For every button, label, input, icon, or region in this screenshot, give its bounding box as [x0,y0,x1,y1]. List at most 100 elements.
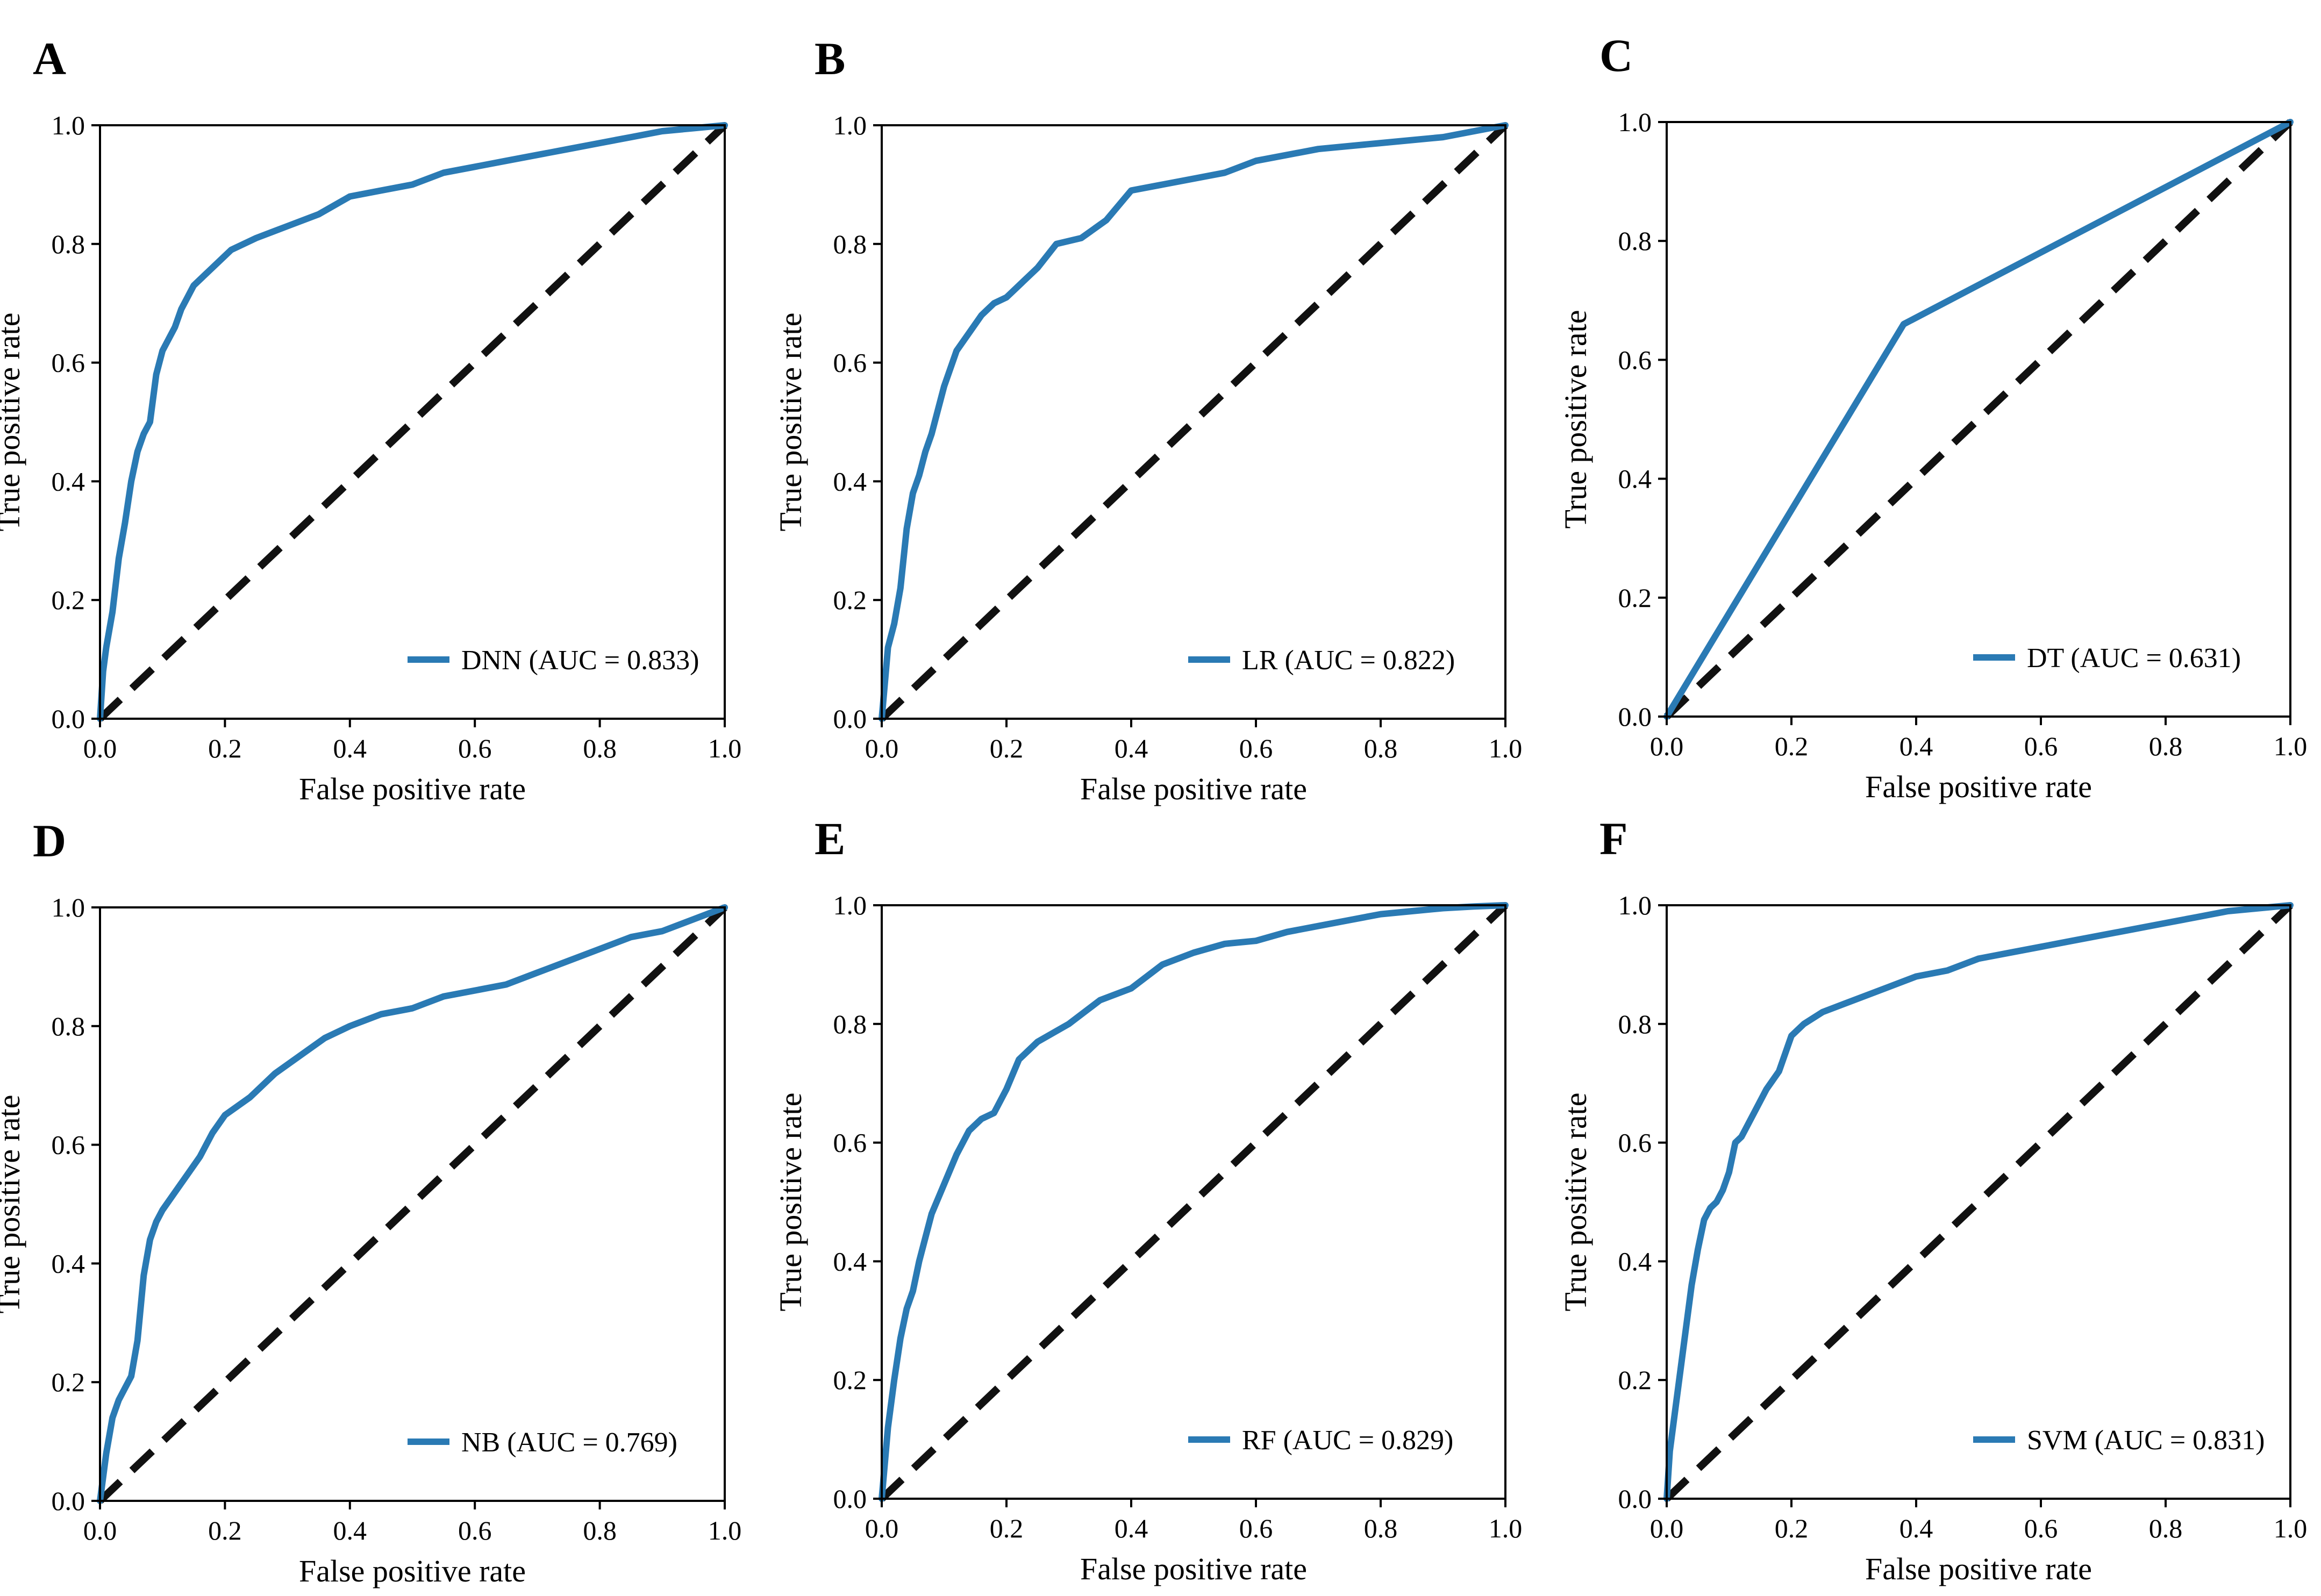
panel-b-chance-line [879,122,1508,722]
panel-a-ytick-label: 1.0 [52,110,85,140]
panel-f-xtick-label: 0.0 [1650,1513,1684,1543]
panel-d-ylabel: True positive rate [0,1094,26,1313]
panel-d-xtick-label: 1.0 [708,1515,742,1545]
panel-b-xtick-label: 0.2 [990,733,1024,763]
panel-b-ytick-label: 0.4 [833,466,867,496]
panel-e-xtick-label: 0.8 [1364,1513,1398,1543]
panel-d-ytick-label: 0.6 [52,1130,85,1160]
panel-e-roc-curve-rf [879,902,1509,1502]
panel-d-chance-line [97,904,727,1504]
panel-a-ylabel: True positive rate [0,312,26,531]
panel-c-ylabel: True positive rate [1558,310,1593,528]
panel-a-legend-label: DNN (AUC = 0.833) [461,645,699,676]
panel-f-letter: F [1599,813,1628,864]
panel-d-ytick-label: 0.8 [52,1011,85,1041]
panel-b-ytick-label: 0.6 [833,348,867,378]
panel-e-xlabel: False positive rate [1080,1551,1307,1586]
panel-b-axes-frame [881,124,1506,720]
panel-e: E 0.0 0.2 0.4 0.6 0.8 1.0 0.0 0.2 0.4 0.6 0.8 1.0 Fal… [773,813,1522,1586]
panel-e-xtick-label: 0.6 [1239,1513,1273,1543]
panel-b-letter: B [815,33,845,84]
panel-b-ylabel: True positive rate [773,312,808,531]
panel-c-xtick-label: 0.4 [1899,731,1933,761]
panel-c-letter: C [1599,30,1633,81]
panel-e-letter: E [815,813,845,864]
panel-a-chance-line [97,122,727,722]
panel-c-legend-label: DT (AUC = 0.631) [2027,643,2241,674]
panel-d-xtick-label: 0.0 [83,1515,117,1545]
panel-f-chance-line [1664,902,2293,1502]
panel-c-ytick-label: 0.6 [1618,345,1652,375]
panel-f-ytick-label: 0.6 [1618,1128,1652,1158]
panel-a-ytick-label: 0.8 [52,229,85,259]
panel-f-xtick-label: 0.8 [2149,1513,2183,1543]
panel-b-xtick-label: 0.4 [1115,733,1148,763]
panel-e-axes-frame [881,904,1506,1500]
panel-c-xtick-label: 0.2 [1775,731,1809,761]
panel-b: B 0.0 0.2 0.4 0.6 0.8 1.0 0.0 0.2 0.4 0.6 0.8 1.0 Fal… [773,33,1522,806]
panel-e-ytick-label: 0.0 [833,1484,867,1514]
panel-e-xtick-label: 0.0 [865,1513,899,1543]
panel-f-ytick-label: 0.2 [1618,1365,1652,1395]
panel-d-ytick-label: 0.4 [52,1248,85,1278]
panel-d-axes-frame [99,906,726,1502]
panel-e-ytick-label: 0.8 [833,1009,867,1039]
panel-d-xlabel: False positive rate [299,1554,526,1588]
panel-f: F 0.0 0.2 0.4 0.6 0.8 1.0 0.0 0.2 0.4 0.6 0.8 1.0 Fal… [1558,813,2307,1586]
panel-e-ytick-label: 1.0 [833,890,867,920]
panel-d-ytick-label: 0.2 [52,1367,85,1397]
panel-c-xtick-label: 1.0 [2274,731,2308,761]
panel-a-letter: A [33,33,66,84]
panel-a-axes-frame [99,124,726,720]
panel-c-roc-curve-dt [1663,119,2294,720]
panel-e-ytick-label: 0.6 [833,1128,867,1158]
panel-a-xtick-label: 0.2 [208,733,242,763]
panel-f-xtick-label: 0.4 [1899,1513,1933,1543]
panel-b-xtick-label: 0.6 [1239,733,1273,763]
panel-c-ytick-label: 0.2 [1618,583,1652,613]
panel-c-ytick-label: 0.8 [1618,226,1652,256]
panel-a-ytick-label: 0.2 [52,585,85,615]
panel-b-legend-label: LR (AUC = 0.822) [1242,645,1455,676]
panel-b-ytick-label: 0.0 [833,704,867,734]
panel-e-ytick-label: 0.2 [833,1365,867,1395]
panel-e-xtick-label: 1.0 [1489,1513,1523,1543]
panel-b-ytick-label: 0.2 [833,585,867,615]
panel-d: D 0.0 0.2 0.4 0.6 0.8 1.0 0.0 0.2 0.4 0.6 0.8 1.0 Fal… [0,815,741,1588]
panel-f-ytick-label: 1.0 [1618,890,1652,920]
panel-d-xtick-label: 0.6 [458,1515,492,1545]
panel-a-xtick-label: 0.0 [83,733,117,763]
panel-e-xtick-label: 0.4 [1115,1513,1148,1543]
panel-f-ytick-label: 0.0 [1618,1484,1652,1514]
panel-c-xtick-label: 0.0 [1650,731,1684,761]
panel-f-roc-curve-svm [1663,902,2294,1502]
panel-f-legend-label: SVM (AUC = 0.831) [2027,1425,2265,1456]
panel-f-axes-frame [1666,904,2291,1500]
panel-b-xlabel: False positive rate [1080,771,1307,806]
panel-e-ytick-label: 0.4 [833,1246,867,1276]
panel-a-ytick-label: 0.0 [52,704,85,734]
panel-e-xtick-label: 0.2 [990,1513,1024,1543]
panel-c-ytick-label: 1.0 [1618,107,1652,137]
panel-c-ytick-label: 0.0 [1618,702,1652,732]
panel-f-xtick-label: 0.2 [1775,1513,1809,1543]
panel-e-legend-label: RF (AUC = 0.829) [1242,1425,1453,1456]
panel-c: C 0.0 0.2 0.4 0.6 0.8 1.0 0.0 0.2 0.4 0.6 0.8 1.0 Fal… [1558,30,2307,804]
panel-f-ytick-label: 0.4 [1618,1246,1652,1276]
panel-d-letter: D [33,815,66,867]
panel-d-legend-label: NB (AUC = 0.769) [461,1427,677,1458]
panel-c-xtick-label: 0.8 [2149,731,2183,761]
panel-c-ytick-label: 0.4 [1618,464,1652,494]
panel-d-xtick-label: 0.2 [208,1515,242,1545]
panel-a-xtick-label: 0.8 [583,733,617,763]
panel-d-ytick-label: 1.0 [52,892,85,922]
panel-a-roc-curve-dnn [97,122,728,722]
panel-b-ytick-label: 1.0 [833,110,867,140]
panel-a-xtick-label: 0.4 [333,733,367,763]
panel-f-ylabel: True positive rate [1558,1092,1593,1311]
panel-d-xtick-label: 0.4 [333,1515,367,1545]
panel-b-xtick-label: 0.0 [865,733,899,763]
panel-a-ytick-label: 0.6 [52,348,85,378]
panel-b-ytick-label: 0.8 [833,229,867,259]
